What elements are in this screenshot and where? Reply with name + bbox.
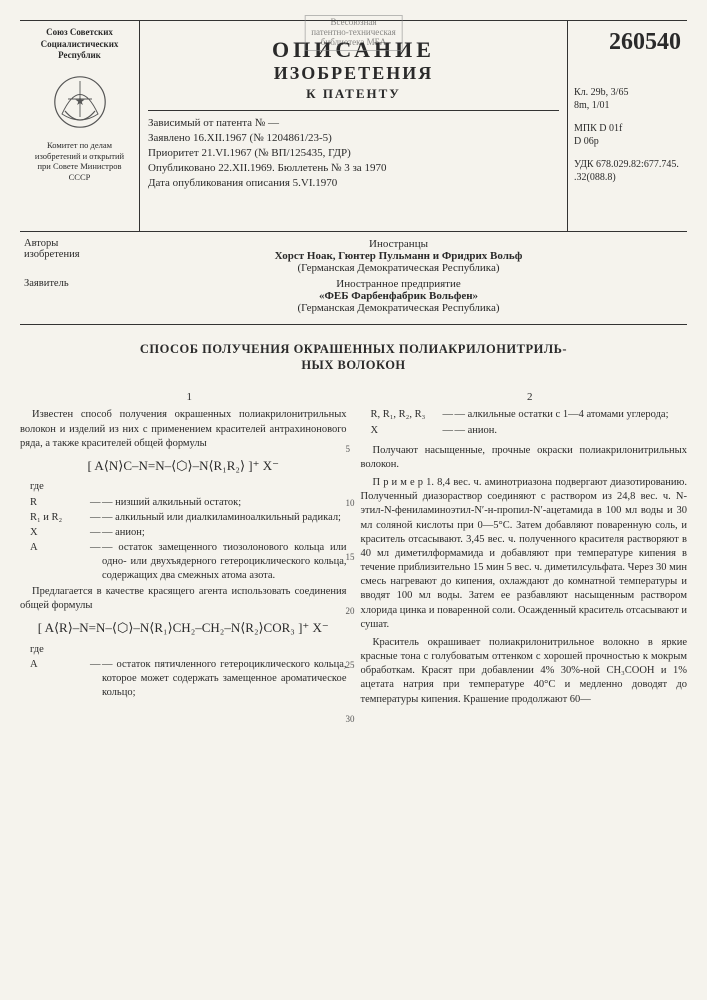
where3-R-lbl: R, R₁, R₂, R₃ bbox=[371, 408, 443, 422]
committee-l3: при Совете Министров bbox=[24, 161, 135, 172]
authors-label: Авторы изобретения bbox=[24, 238, 114, 274]
authors-block: Авторы изобретения Иностранцы Хорст Ноак… bbox=[20, 232, 687, 325]
line-num-20: 20 bbox=[346, 606, 355, 616]
col1-number: 1 bbox=[20, 390, 347, 405]
applicant-label: Заявитель bbox=[24, 278, 114, 314]
where-X: — анион; bbox=[102, 526, 347, 540]
company-country: (Германская Демократическая Республика) bbox=[114, 302, 683, 314]
company-name: «ФЕБ Фарбенфабрик Вольфен» bbox=[114, 290, 683, 302]
author-country: (Германская Демократическая Республика) bbox=[114, 262, 683, 274]
formula-1: [ A⟨N⟩C–N=N–⟨⬡⟩–N⟨R₁R₂⟩ ]⁺ X⁻ bbox=[20, 457, 347, 475]
col2-number: 2 bbox=[361, 390, 688, 405]
meta-filed: Заявлено 16.XII.1967 (№ 1204861/23-5) bbox=[148, 132, 559, 144]
state-emblem-icon: ★ bbox=[50, 72, 110, 132]
line-num-15: 15 bbox=[346, 552, 355, 562]
classification-column: 260540 Кл. 29b, 3/65 8m, 1/01 МПК D 01f … bbox=[567, 21, 687, 231]
meta-priority: Приоритет 21.VI.1967 (№ ВП/125435, ГДР) bbox=[148, 147, 559, 159]
where-R1R2: — алкильный или диалкиламиноалкильный ра… bbox=[102, 511, 347, 525]
class-udk: УДК 678.029.82:677.745. .32(088.8) bbox=[574, 158, 681, 184]
formula-2: [ A⟨R⟩–N=N–⟨⬡⟩–N⟨R₁⟩CH₂–CH₂–N⟨R₂⟩COR₃ ]⁺… bbox=[20, 619, 347, 637]
column-1: 1 Известен способ получения окрашенных п… bbox=[20, 390, 347, 711]
col2-p2: П р и м е р 1. 8,4 вес. ч. аминотриазона… bbox=[361, 476, 688, 632]
library-stamp: Всесоюзная патентно-техническая библиоте… bbox=[304, 15, 403, 51]
where2-A-lbl: A bbox=[30, 658, 90, 701]
line-num-25: 25 bbox=[346, 660, 355, 670]
title-small: К ПАТЕНТУ bbox=[148, 86, 559, 102]
col2-p1: Получают насыщенные, прочные окраски пол… bbox=[361, 444, 688, 472]
svg-text:★: ★ bbox=[74, 94, 85, 108]
where-R: — низший алкильный остаток; bbox=[102, 496, 347, 510]
line-num-10: 10 bbox=[346, 498, 355, 508]
author-names: Хорст Ноак, Гюнтер Пульманн и Фридрих Во… bbox=[114, 250, 683, 262]
meta-depend: Зависимый от патента № — bbox=[148, 117, 559, 129]
col2-p3: Краситель окрашивает полиакрилонитрильно… bbox=[361, 636, 688, 707]
patent-number: 260540 bbox=[574, 27, 681, 58]
document-title: СПОСОБ ПОЛУЧЕНИЯ ОКРАШЕННЫХ ПОЛИАКРИЛОНИ… bbox=[40, 341, 667, 374]
where-R1R2-lbl: R₁ и R₂ bbox=[30, 511, 90, 525]
column-2: 2 R, R₁, R₂, R₃—— алкильные остатки с 1—… bbox=[361, 390, 688, 711]
stamp-l3: библиотека МБА bbox=[311, 38, 396, 48]
company-label: Иностранное предприятие bbox=[114, 278, 683, 290]
issuer-l2: Социалистических bbox=[24, 39, 135, 51]
line-num-5: 5 bbox=[346, 444, 351, 454]
where-A: — остаток замещенного тиозолонового коль… bbox=[102, 541, 347, 584]
header-block: Союз Советских Социалистических Республи… bbox=[20, 20, 687, 232]
col1-p2: Предлагается в качестве красящего агента… bbox=[20, 585, 347, 613]
where-X-lbl: X bbox=[30, 526, 90, 540]
where2-gde: где bbox=[30, 643, 90, 657]
where-A-lbl: A bbox=[30, 541, 90, 584]
committee-l2: изобретений и открытий bbox=[24, 151, 135, 162]
issuer-l1: Союз Советских bbox=[24, 27, 135, 39]
line-num-30: 30 bbox=[346, 714, 355, 724]
committee-l1: Комитет по делам bbox=[24, 140, 135, 151]
col1-p1: Известен способ получения окрашенных пол… bbox=[20, 408, 347, 451]
meta-pubdate: Дата опубликования описания 5.VI.1970 bbox=[148, 177, 559, 189]
where-R-lbl: R bbox=[30, 496, 90, 510]
where3-X: — анион. bbox=[455, 424, 688, 438]
issuer-l3: Республик bbox=[24, 50, 135, 62]
issuer-column: Союз Советских Социалистических Республи… bbox=[20, 21, 140, 231]
title-metadata-column: ОПИСАНИЕ ИЗОБРЕТЕНИЯ К ПАТЕНТУ Зависимый… bbox=[140, 21, 567, 231]
where2-A: — остаток пятичленного гетероциклическог… bbox=[102, 658, 347, 701]
title-sub: ИЗОБРЕТЕНИЯ bbox=[148, 63, 559, 84]
where3-X-lbl: X bbox=[371, 424, 443, 438]
meta-published: Опубликовано 22.XII.1969. Бюллетень № 3 … bbox=[148, 162, 559, 174]
class-kl: Кл. 29b, 3/65 8m, 1/01 bbox=[574, 86, 681, 112]
where-gde: где bbox=[30, 480, 90, 494]
foreigners-label: Иностранцы bbox=[114, 238, 683, 250]
where3-R: — алкильные остатки с 1—4 атомами углеро… bbox=[455, 408, 688, 422]
class-mpk: МПК D 01f D 06p bbox=[574, 122, 681, 148]
committee-l4: СССР bbox=[24, 172, 135, 183]
